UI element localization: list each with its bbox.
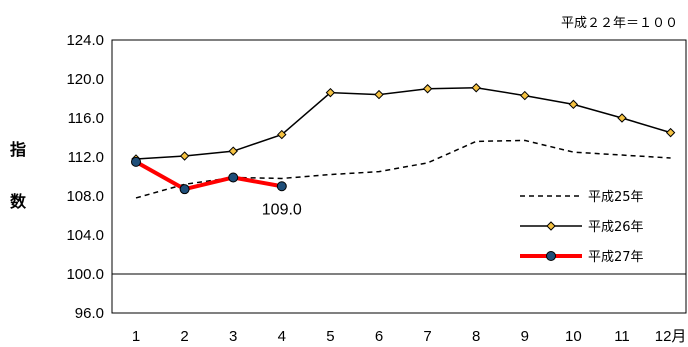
x-tick-label: 1 <box>132 328 140 345</box>
series-line-2 <box>135 87 671 160</box>
series-2-point <box>277 129 287 140</box>
series-2-point <box>665 127 676 138</box>
base-year-note: 平成２２年＝１００ <box>561 16 678 31</box>
series-2-point <box>179 151 190 161</box>
series-2-point <box>374 89 384 100</box>
series-3-point <box>228 172 239 183</box>
y-tick-label: 104.0 <box>66 227 104 244</box>
series-3-point <box>276 181 287 192</box>
x-tick-label: 10 <box>565 328 582 345</box>
y-axis-ticks: 96.0 100.0 104.0 108.0 112.0 116.0 120.0 124.0 <box>66 32 104 322</box>
x-tick-label: 8 <box>472 328 480 345</box>
series-2-point <box>520 90 530 101</box>
legend-label: 平成27年 <box>588 250 644 265</box>
x-axis-ticks: 1 2 3 4 5 6 7 8 9 10 11 12月 <box>132 328 687 345</box>
y-tick-label: 112.0 <box>68 149 104 166</box>
x-tick-label: 2 <box>180 328 188 345</box>
x-tick-label: 6 <box>375 328 383 345</box>
legend-marker-2 <box>546 221 556 231</box>
y-tick-label: 124.0 <box>66 32 104 49</box>
series-2-point <box>617 113 627 123</box>
series-2-point <box>422 84 433 94</box>
y-tick-label: 96.0 <box>75 305 104 322</box>
series-3-point <box>131 156 141 167</box>
legend-label: 平成26年 <box>588 220 644 235</box>
y-tick-label: 120.0 <box>66 71 104 88</box>
series-layer <box>131 83 676 199</box>
y-axis-label-char-1: 指 <box>10 140 26 159</box>
x-tick-label: 5 <box>326 328 334 345</box>
series-line-3 <box>135 160 283 192</box>
y-tick-label: 116.0 <box>68 110 104 127</box>
series-2-point <box>325 87 336 98</box>
y-axis-label-char-2: 数 <box>10 192 27 211</box>
x-tick-label: 7 <box>423 328 431 345</box>
x-tick-label: 3 <box>229 328 237 345</box>
legend-marker-3 <box>546 251 556 261</box>
series-2-point <box>568 99 579 110</box>
legend-label: 平成25年 <box>588 190 644 205</box>
series-3-point <box>179 184 190 195</box>
series-2-point <box>471 83 481 93</box>
series-2-point <box>228 146 238 156</box>
y-tick-label: 100.0 <box>66 266 104 283</box>
plot-area-frame <box>111 39 687 314</box>
y-tick-label: 108.0 <box>66 188 104 205</box>
x-tick-label: 9 <box>521 328 529 345</box>
x-tick-label: 4 <box>278 328 286 345</box>
annotation-label: 109.0 <box>262 201 302 218</box>
x-tick-label: 11 <box>614 328 630 345</box>
x-tick-label: 12月 <box>655 328 687 345</box>
